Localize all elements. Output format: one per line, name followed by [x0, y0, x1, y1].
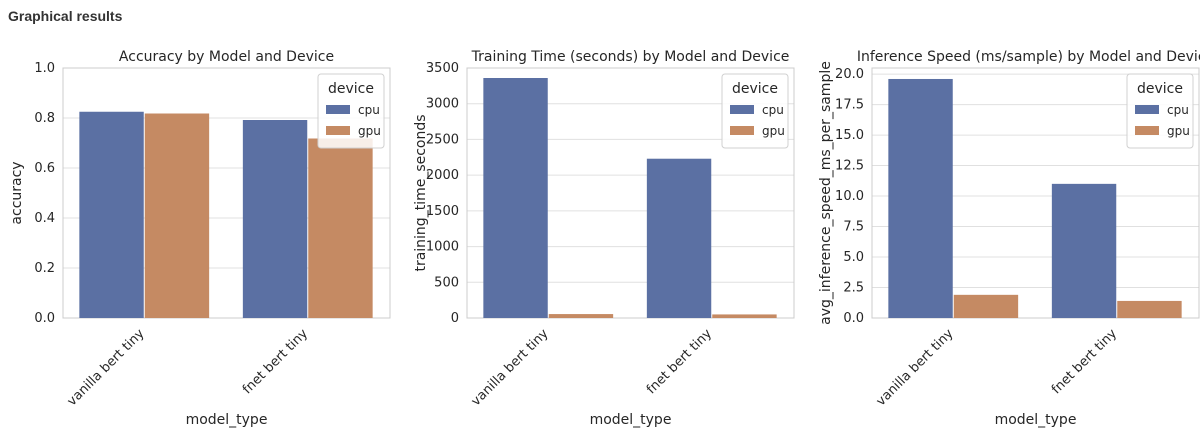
y-tick-label: 2.5 [843, 281, 864, 296]
y-tick-label: 0 [451, 311, 459, 326]
bar-cpu [888, 78, 953, 318]
y-axis-label: avg_inference_speed_ms_per_sample [818, 61, 834, 325]
legend-swatch-gpu [730, 126, 754, 135]
x-tick-label: vanilla bert tiny [469, 326, 552, 409]
legend-label-cpu: cpu [1167, 103, 1189, 117]
y-tick-label: 20.0 [835, 67, 864, 82]
legend-title: device [328, 81, 374, 97]
y-tick-label: 5.0 [843, 250, 864, 265]
x-tick-label: vanilla bert tiny [874, 326, 957, 409]
y-tick-label: 0.0 [34, 311, 55, 326]
y-tick-label: 3000 [426, 97, 459, 112]
chart-3: 0.0 2.5 5.0 7.5 10.0 12.5 15.0 17.5 20.0 vanilla … [818, 49, 1200, 428]
bar-cpu [646, 158, 712, 318]
legend: device cpu gpu [721, 73, 789, 149]
legend-title: device [1137, 81, 1183, 97]
bar-cpu [1051, 183, 1117, 318]
x-tick-label: vanilla bert tiny [65, 326, 148, 409]
y-tick-label: 1500 [426, 204, 459, 219]
y-tick-label: 0.4 [34, 211, 55, 226]
y-tick-label: 0.0 [843, 311, 864, 326]
bar-cpu [242, 120, 308, 318]
section-heading: Graphical results [8, 8, 123, 24]
y-axis-label: accuracy [9, 161, 25, 224]
legend-swatch-gpu [1135, 126, 1159, 135]
y-tick-label: 17.5 [835, 98, 864, 113]
y-tick-label: 2500 [426, 132, 459, 147]
plot-frame [466, 67, 795, 319]
y-tick-label: 12.5 [835, 159, 864, 174]
y-tick-label: 7.5 [843, 220, 864, 235]
bar-cpu [483, 78, 548, 318]
legend-label-cpu: cpu [762, 103, 784, 117]
legend-swatch-cpu [326, 105, 350, 114]
y-tick-label: 2000 [426, 168, 459, 183]
legend-label-gpu: gpu [358, 124, 381, 138]
y-axis-label: training_time_seconds [413, 114, 429, 271]
x-axis-label: model_type [995, 412, 1077, 428]
legend-title: device [732, 81, 778, 97]
y-tick-label: 1.0 [34, 61, 55, 76]
x-tick-label: fnet bert tiny [1049, 326, 1120, 397]
chart-1: 0.0 0.2 0.4 0.6 0.8 1.0 vanilla bert tiny fnet … [9, 49, 391, 428]
bar-cpu [79, 111, 144, 318]
y-tick-label: 0.2 [34, 261, 55, 276]
chart-title: Inference Speed (ms/sample) by Model and… [857, 49, 1200, 65]
bar-gpu [712, 314, 777, 318]
legend: device cpu gpu [1126, 73, 1194, 149]
legend-swatch-cpu [1135, 105, 1159, 114]
x-tick-label: fnet bert tiny [644, 326, 715, 397]
x-tick-label: fnet bert tiny [240, 326, 311, 397]
plot-frame [871, 67, 1200, 319]
y-tick-label: 10.0 [835, 189, 864, 204]
y-tick-label: 0.6 [34, 161, 55, 176]
bar-gpu [953, 294, 1019, 318]
x-axis-label: model_type [186, 412, 268, 428]
y-tick-label: 0.8 [34, 111, 55, 126]
legend-swatch-cpu [730, 105, 754, 114]
bar-gpu [1117, 300, 1182, 318]
legend-label-cpu: cpu [358, 103, 380, 117]
plot-frame [62, 67, 391, 319]
legend-label-gpu: gpu [1167, 124, 1190, 138]
chart-title: Training Time (seconds) by Model and Dev… [471, 49, 790, 65]
y-tick-label: 3500 [426, 61, 459, 76]
y-tick-label: 15.0 [835, 128, 864, 143]
legend-label-gpu: gpu [762, 124, 785, 138]
bar-gpu [548, 314, 614, 318]
chart-2: 0 500 1000 1500 2000 2500 3000 3500 vanilla bert… [413, 49, 795, 428]
bar-gpu [308, 138, 373, 318]
legend: device cpu gpu [317, 73, 385, 149]
chart-title: Accuracy by Model and Device [119, 49, 334, 65]
x-axis-label: model_type [590, 412, 672, 428]
y-tick-label: 1000 [426, 240, 459, 255]
y-tick-label: 500 [434, 275, 459, 290]
legend-swatch-gpu [326, 126, 350, 135]
bar-gpu [144, 113, 210, 318]
